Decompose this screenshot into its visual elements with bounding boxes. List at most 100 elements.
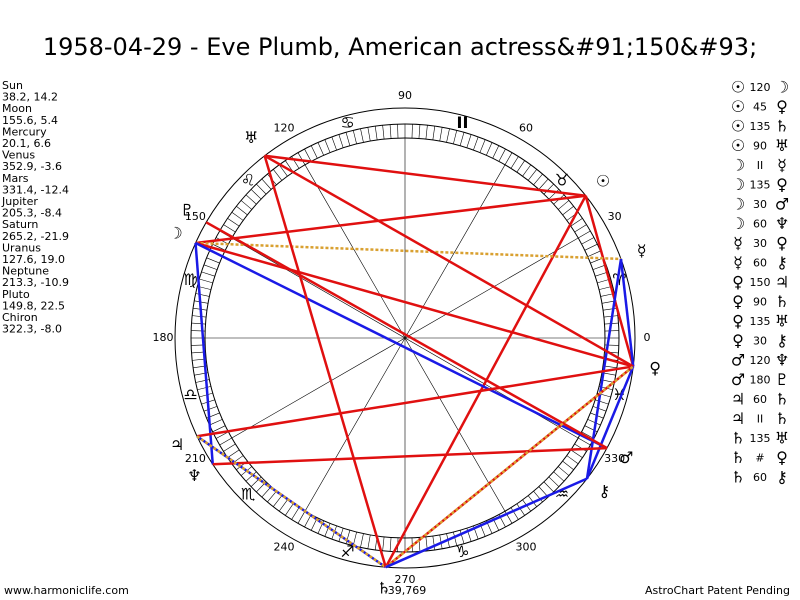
- aspect-type: 60: [753, 218, 767, 231]
- aspect-type: #: [755, 452, 764, 465]
- ring-tick: [324, 523, 331, 537]
- degree-label: 90: [398, 89, 412, 102]
- aspect-p2: ♄: [775, 292, 789, 311]
- degree-label: 210: [185, 452, 206, 465]
- planet-name: Mars: [2, 172, 29, 185]
- ring-tick: [267, 491, 277, 503]
- ring-tick: [231, 211, 244, 221]
- planet-name: Venus: [2, 149, 35, 162]
- degree-label: 330: [604, 452, 625, 465]
- ring-tick: [558, 466, 570, 476]
- ring-tick: [201, 271, 215, 277]
- aspect-p2: ♆: [775, 351, 789, 370]
- ring-tick: [219, 437, 232, 446]
- aspect-p2: ♇: [775, 370, 789, 389]
- aspect-line: [195, 241, 634, 368]
- ring-tick: [584, 243, 598, 251]
- ring-tick: [446, 128, 450, 143]
- planet-glyph: ♄: [377, 579, 391, 598]
- planet-name: Moon: [2, 102, 32, 115]
- ring-tick: [199, 278, 213, 284]
- ring-tick: [352, 531, 357, 546]
- planet-glyph: ⚷: [599, 482, 611, 501]
- aspect-type: 60: [753, 471, 767, 484]
- ring-tick: [256, 183, 267, 195]
- ring-tick: [418, 124, 421, 139]
- planet-name: Sun: [2, 79, 23, 92]
- ring-tick: [562, 206, 574, 216]
- aspect-p1: ♀: [732, 331, 744, 350]
- aspect-type: II: [757, 159, 764, 172]
- sign-glyph: ♉: [555, 171, 569, 190]
- aspect-p1: ♃: [731, 390, 745, 409]
- degree-label: 270: [395, 573, 416, 586]
- aspect-p1: ☽: [731, 156, 745, 175]
- title: 1958-04-29 - Eve Plumb, American actress…: [43, 33, 757, 61]
- aspect-p1: ☉: [731, 117, 745, 136]
- ring-tick: [587, 250, 601, 257]
- ring-tick: [581, 431, 595, 439]
- aspect-p1: ♀: [732, 273, 744, 292]
- degree-label: 240: [274, 541, 295, 554]
- ring-tick: [297, 511, 306, 524]
- aspect-p2: ♄: [775, 117, 789, 136]
- ring-tick: [195, 293, 210, 297]
- ring-tick: [331, 136, 337, 151]
- ring-tick: [587, 419, 601, 426]
- sign-glyph: ♏: [241, 484, 255, 503]
- ring-tick: [389, 124, 392, 139]
- planet-position: 38.2, 14.2: [2, 91, 58, 104]
- ring-tick: [504, 152, 513, 165]
- planet-name: Jupiter: [1, 195, 38, 208]
- ring-tick: [223, 224, 236, 233]
- ring-tick: [453, 130, 458, 145]
- ring-tick: [432, 536, 436, 550]
- planet-glyph: ♇: [180, 201, 194, 220]
- planet-glyph: ☽: [168, 223, 182, 242]
- planet-glyph: ♆: [187, 466, 201, 485]
- ring-tick: [191, 322, 206, 325]
- aspect-line: [384, 365, 635, 569]
- ring-tick: [199, 392, 213, 398]
- ring-tick: [562, 460, 574, 470]
- planet-glyph: ♃: [170, 435, 184, 454]
- planet-name: Chiron: [2, 311, 38, 324]
- aspect-p1: ☿: [733, 234, 743, 253]
- planet-glyph: ♀: [649, 359, 661, 378]
- ring-tick: [209, 419, 223, 426]
- degree-label: 30: [608, 210, 622, 223]
- aspect-p1: ☽: [731, 214, 745, 233]
- aspect-line: [195, 241, 622, 261]
- sign-glyph: ♎: [183, 385, 197, 404]
- planet-name: Neptune: [2, 265, 49, 278]
- aspect-line: [585, 258, 623, 479]
- ring-tick: [338, 134, 344, 148]
- ring-tick: [245, 194, 257, 205]
- ring-tick: [492, 145, 500, 159]
- aspect-p1: ☉: [731, 136, 745, 155]
- aspect-p1: ♀: [732, 292, 744, 311]
- aspect-type: 90: [753, 296, 767, 309]
- ring-tick: [285, 503, 294, 516]
- aspect-type: 60: [753, 257, 767, 270]
- aspect-p1: ☉: [731, 97, 745, 116]
- ring-tick: [578, 230, 591, 239]
- planet-name: Mercury: [2, 125, 47, 138]
- aspect-type: 30: [753, 335, 767, 348]
- planet-name: Uranus: [2, 241, 41, 254]
- aspect-line: [619, 258, 635, 367]
- aspect-p2: ☿: [777, 156, 787, 175]
- aspect-p2: ☽: [775, 78, 789, 97]
- aspect-p1: ♄: [731, 468, 745, 487]
- ring-tick: [466, 134, 472, 148]
- ring-tick: [360, 533, 364, 548]
- ring-tick: [479, 139, 486, 153]
- planet-glyph: ☿: [637, 241, 647, 260]
- ring-tick: [374, 126, 378, 140]
- ring-tick: [304, 514, 312, 528]
- aspect-p2: ♅: [775, 429, 789, 448]
- aspect-p2: ♂: [775, 195, 789, 214]
- planet-glyph: ♂: [619, 448, 633, 467]
- ring-tick: [486, 142, 493, 156]
- aspect-line: [195, 194, 586, 245]
